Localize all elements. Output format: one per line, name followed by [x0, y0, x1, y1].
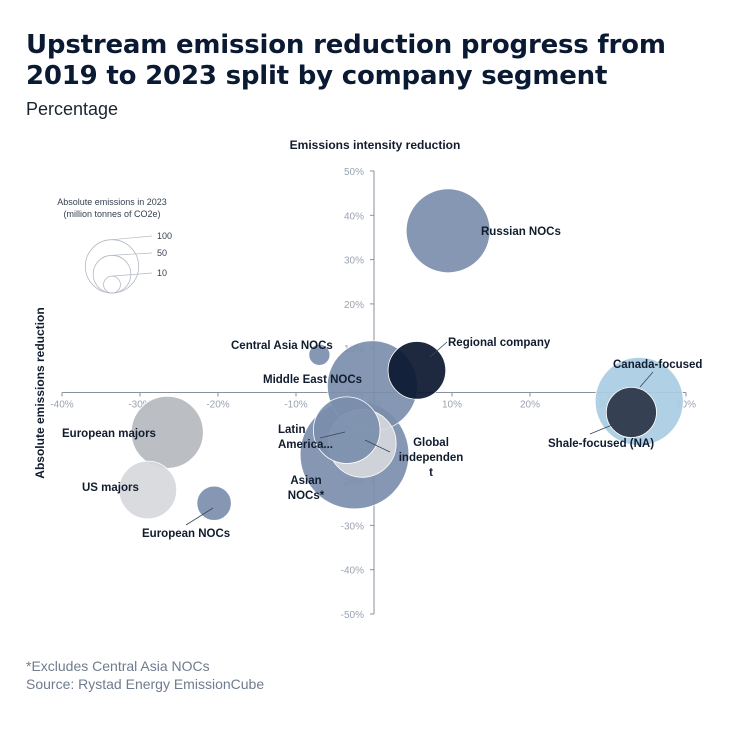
x-tick-label: -30% [128, 400, 151, 411]
label-european-nocs: European NOCs [142, 528, 230, 540]
x-tick-label: 40% [676, 400, 696, 411]
label-central-asia-nocs: Central Asia NOCs [231, 340, 333, 352]
leader-line [589, 424, 613, 435]
footnote: *Excludes Central Asia NOCs [26, 658, 210, 674]
leader-line [185, 507, 214, 526]
size-legend: Absolute emissions in 2023 (million tonne… [57, 197, 172, 294]
leader-lines-group [185, 341, 654, 526]
label-latin-america: Latin America... [278, 424, 333, 451]
y-tick-label: -50% [341, 610, 364, 621]
leader-line [429, 341, 448, 358]
bubble-us-majors [118, 460, 178, 520]
legend-leader [111, 252, 153, 256]
source-note: Source: Rystad Energy EmissionCube [26, 676, 265, 692]
label-us-majors: US majors [82, 482, 139, 494]
labels-group: Russian NOCs Central Asia NOCs Regional co… [62, 226, 702, 540]
notes: *Excludes Central Asia NOCs Source: Ryst… [26, 657, 264, 693]
label-european-majors: European majors [62, 428, 156, 440]
legend-size-label: 10 [157, 268, 167, 278]
bubble-regional-company [387, 341, 447, 400]
label-russian-nocs: Russian NOCs [481, 226, 561, 238]
legend-leader [111, 272, 153, 277]
y-tick-label: 20% [344, 300, 364, 311]
label-global-independent: Global independen t [399, 437, 464, 479]
legend-leader [111, 235, 153, 241]
bubble-russian-nocs [405, 188, 491, 274]
x-tick-label: -40% [50, 400, 73, 411]
legend-circle [84, 239, 140, 294]
label-middle-east-nocs: Middle East NOCs [263, 374, 362, 386]
legend-circle [103, 275, 121, 294]
x-tick-label: -20% [206, 400, 229, 411]
bubble-latin-america [312, 396, 381, 464]
x-axis-title: Emissions intensity reduction [290, 138, 461, 152]
label-regional-company: Regional company [448, 337, 551, 349]
x-tick-label: -10% [284, 400, 307, 411]
y-tick-label: 40% [344, 211, 364, 222]
y-tick-label: -40% [341, 566, 364, 577]
y-tick-label: -30% [341, 521, 364, 532]
bubbles-group [118, 188, 684, 521]
legend-title-line2: (million tonnes of CO2e) [63, 209, 160, 219]
label-canada-focused: Canada-focused [613, 359, 702, 371]
y-axis-title: Absolute emissions reduction [33, 307, 47, 478]
bubble-shale-focused-na [605, 386, 657, 438]
chart-subtitle: Percentage [26, 99, 119, 119]
leader-line [364, 439, 391, 453]
x-tick-label: 10% [442, 400, 462, 411]
bubble-central-asia-nocs [308, 343, 331, 366]
leader-line [639, 371, 654, 388]
chart-title: Upstream emission reduction progress fro… [26, 30, 666, 91]
leader-line [319, 431, 346, 439]
legend-title-line1: Absolute emissions in 2023 [57, 197, 167, 207]
y-tick-label: 30% [344, 256, 364, 267]
x-tick-label: 20% [520, 400, 540, 411]
label-asian-nocs: Asian NOCs* [288, 475, 325, 502]
label-shale-focused-na: Shale-focused (NA) [548, 438, 654, 450]
legend-size-label: 100 [157, 231, 172, 241]
y-tick-label: 50% [344, 167, 364, 178]
legend-circle [92, 254, 132, 294]
bubble-european-nocs [196, 485, 232, 521]
legend-size-label: 50 [157, 248, 167, 258]
